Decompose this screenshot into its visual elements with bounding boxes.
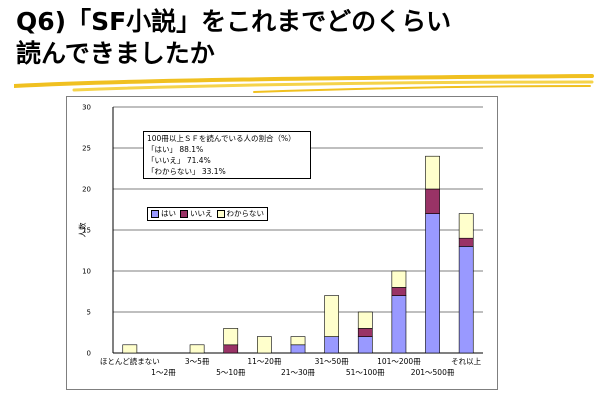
bar-segment-unknown: [290, 336, 306, 346]
x-tick-label: ほとんど読まない: [100, 356, 160, 366]
y-tick-label: 15: [82, 227, 91, 235]
bar-segment-yes: [391, 295, 407, 354]
bar-segment-yes: [324, 336, 339, 354]
x-tick-label: 201～500冊: [411, 368, 455, 377]
y-tick-label: 20: [82, 186, 91, 194]
legend-swatch-yes: [151, 210, 159, 218]
bar-segment-yes: [357, 336, 373, 354]
x-tick-label: 3～5冊: [185, 357, 210, 366]
y-axis-title: 人数: [77, 222, 87, 237]
slide-title: Q6)「SF小説」をこれまでどのくらい 読んできましたか: [16, 6, 586, 70]
bar-segment-unknown: [257, 336, 272, 354]
legend-label-yes: はい: [161, 209, 176, 218]
x-tick-label: 51～100冊: [346, 368, 385, 377]
bar-segment-unknown: [391, 270, 407, 288]
annotation-yes: 「はい」 88.1%: [147, 145, 204, 154]
bar-segment-no: [357, 328, 373, 337]
bar-segment-unknown: [458, 213, 474, 239]
bar-segment-yes: [290, 344, 306, 354]
annotation-no: 「いいえ」 71.4%: [147, 156, 211, 165]
chart-frame: 0 5 10 15 20 25 30 人数ほとんど読まない 1～2冊 3～5冊 5～10冊 11～20…: [66, 96, 498, 390]
bar-segment-unknown: [223, 328, 239, 346]
title-line-2: 読んできましたか: [16, 39, 215, 68]
legend-swatch-unknown: [216, 210, 225, 218]
bar-segment-no: [223, 344, 239, 354]
x-tick-label: 31～50冊: [315, 357, 350, 366]
legend-swatch-no: [180, 210, 188, 218]
bar-segment-unknown: [357, 311, 373, 329]
bar-segment-no: [458, 237, 474, 247]
x-tick-label: 1～2冊: [151, 368, 176, 377]
title-line-1: Q6)「SF小説」をこれまでどのくらい: [16, 7, 452, 36]
x-tick-label: 101～200冊: [377, 357, 421, 366]
bar-segment-unknown: [189, 344, 205, 354]
title-underline-stroke: [14, 74, 594, 93]
legend-item-unknown: わからない: [216, 209, 265, 219]
annotation-unknown: 「わからない」 33.1%: [147, 167, 226, 176]
x-tick-label: 5～10冊: [216, 368, 246, 377]
legend-label-unknown: わからない: [226, 209, 265, 218]
bar-segment-unknown: [122, 344, 138, 354]
bar-segment-yes: [425, 213, 440, 354]
bar-segment-no: [425, 188, 440, 214]
bar-segment-no: [391, 287, 407, 296]
bar-segment-unknown: [425, 155, 440, 190]
bar-segment-yes: [458, 246, 474, 354]
y-tick-label: 30: [82, 104, 91, 112]
y-tick-label: 25: [82, 145, 91, 153]
x-tick-label: 21～30冊: [281, 368, 316, 377]
y-tick-label: 10: [82, 268, 91, 276]
chart-legend: はい いいえ わからない: [147, 207, 268, 221]
annotation-heading: 100冊以上ＳＦを読んでいる人の割合（%）: [147, 134, 296, 143]
x-tick-label: 11～20冊: [247, 357, 282, 366]
percentage-annotation-box: 100冊以上ＳＦを読んでいる人の割合（%） 「はい」 88.1% 「いいえ」 7…: [143, 131, 311, 179]
y-tick-label: 0: [87, 350, 91, 358]
legend-label-no: いいえ: [190, 209, 213, 218]
legend-item-no: いいえ: [180, 209, 213, 219]
legend-item-yes: はい: [151, 209, 176, 219]
x-tick-label: それ以上: [451, 357, 481, 366]
y-tick-label: 5: [87, 309, 91, 317]
bar-segment-unknown: [324, 295, 339, 337]
